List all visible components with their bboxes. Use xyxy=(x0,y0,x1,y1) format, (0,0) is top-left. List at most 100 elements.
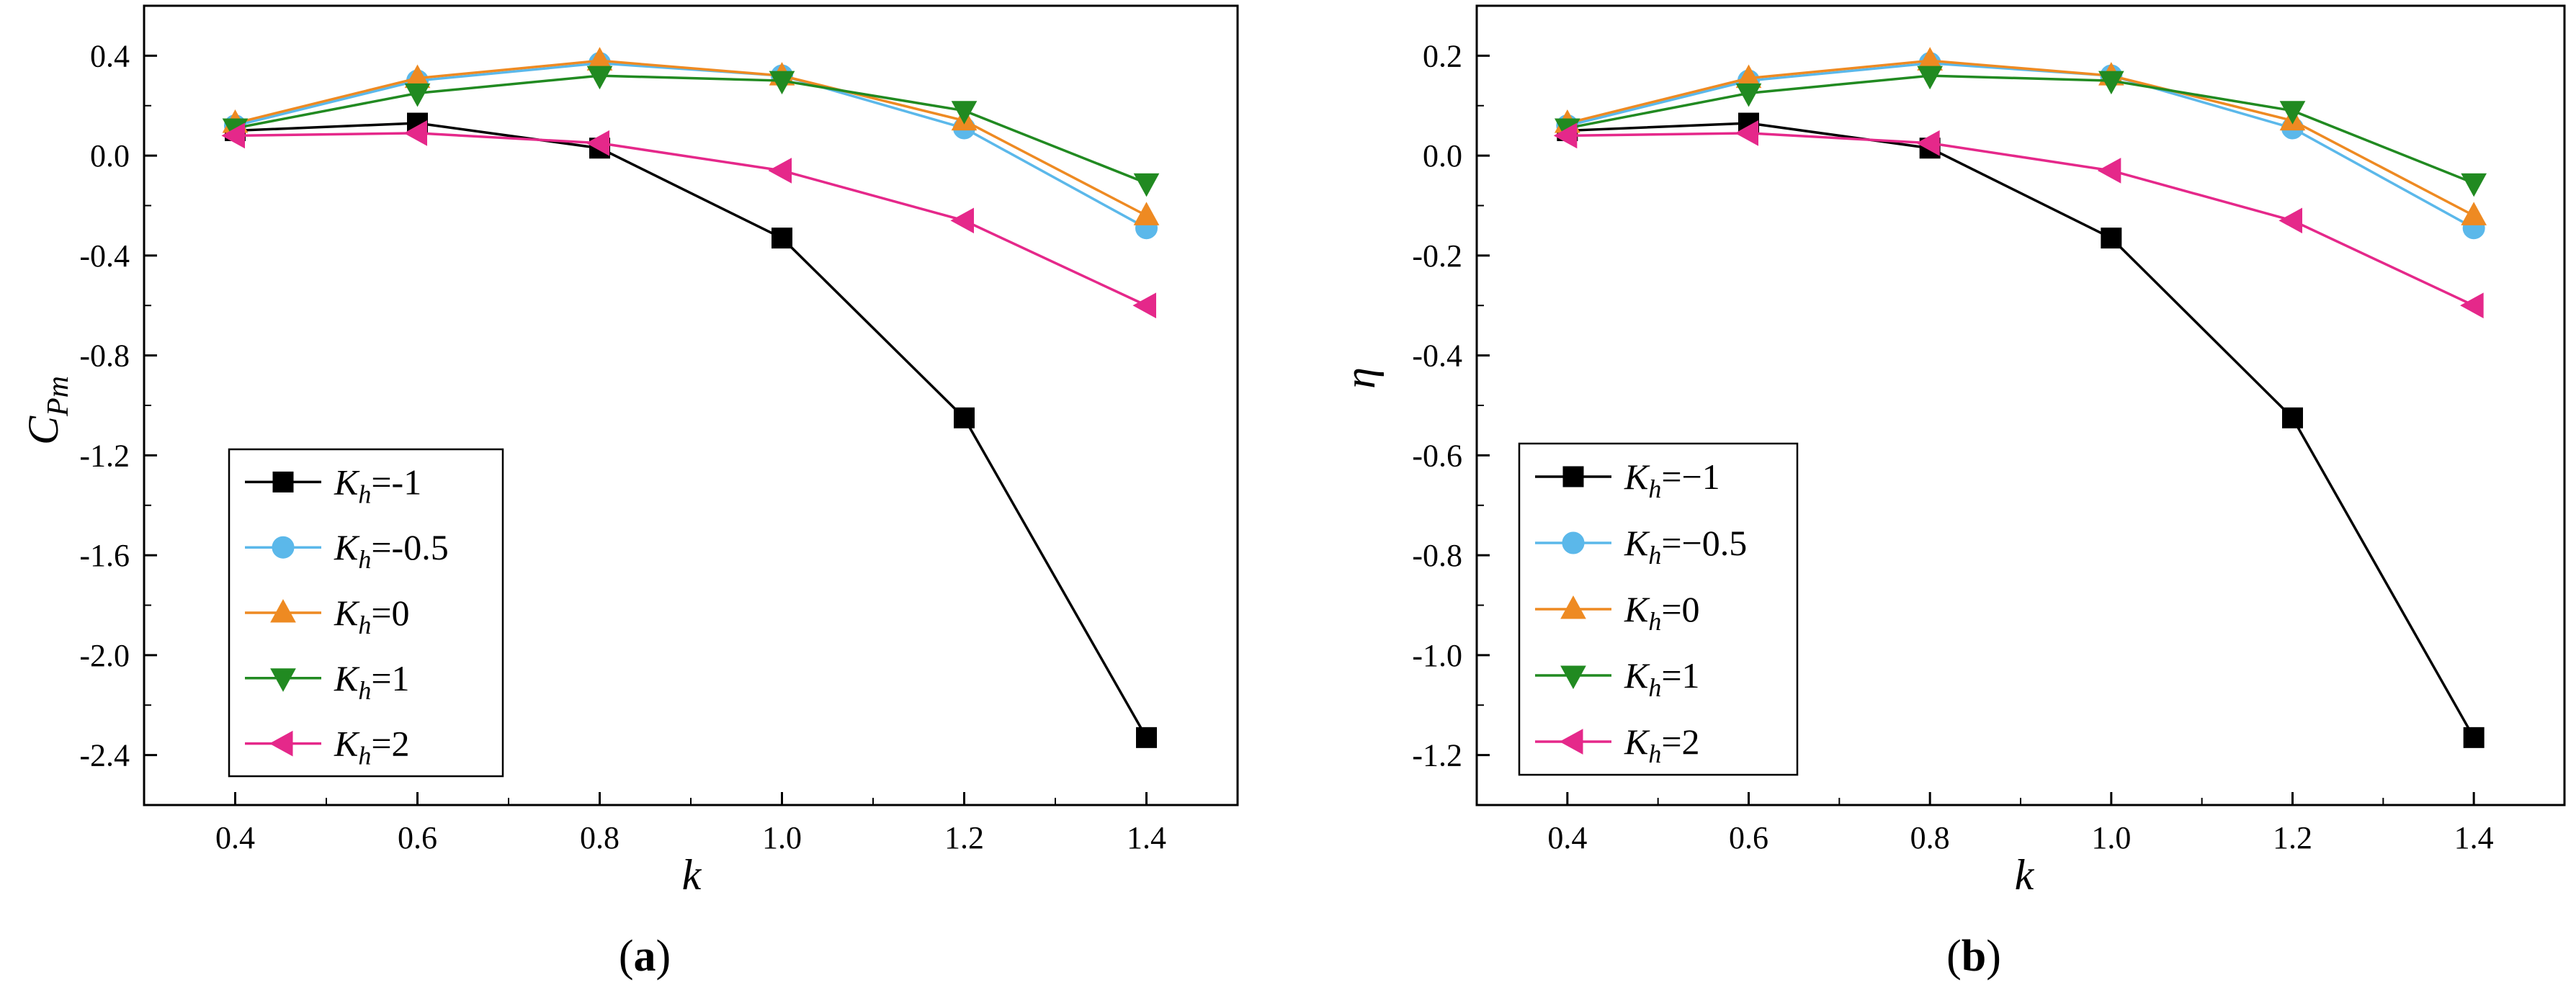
series-3 xyxy=(222,66,1160,197)
y-tick-label: 0.2 xyxy=(1423,38,1462,73)
y-tick-label: -0.8 xyxy=(1412,538,1462,573)
y-axis-label: CPm xyxy=(19,376,75,445)
legend-label: Kh=1 xyxy=(1624,655,1700,702)
series-line xyxy=(235,59,1148,217)
data-point xyxy=(951,101,978,125)
data-point xyxy=(1133,173,1160,197)
x-tick-label: 0.4 xyxy=(215,820,255,855)
series-line xyxy=(235,132,1148,307)
legend-marker xyxy=(1562,531,1585,554)
data-point xyxy=(772,228,792,249)
y-tick-label: -0.4 xyxy=(1412,338,1462,374)
data-point xyxy=(403,120,427,146)
y-tick-label: 0.0 xyxy=(1423,138,1462,174)
x-axis-label: k xyxy=(2015,851,2035,899)
legend-marker xyxy=(1560,665,1586,690)
series-line xyxy=(235,122,1148,739)
data-point xyxy=(2101,228,2122,249)
chart-panel-a: 0.4 0.6 0.8 1.0 1.2 1.4 0.4 0.0 -0.4 -0.8 -1.2 -1.6… xyxy=(19,4,1239,981)
data-point xyxy=(2460,292,2484,319)
legend-marker xyxy=(269,730,293,757)
x-tick-label: 0.8 xyxy=(580,820,620,855)
legend-item-1: Kh=−0.5 xyxy=(1535,523,1747,570)
y-tick-label: 0.0 xyxy=(90,138,130,174)
x-tick-label: 0.4 xyxy=(1547,820,1587,855)
series-line xyxy=(1567,122,2475,739)
data-point xyxy=(1917,66,1944,90)
data-point xyxy=(586,130,609,156)
series-line xyxy=(1567,132,2474,307)
data-point xyxy=(1735,120,1758,146)
data-point xyxy=(2279,101,2306,125)
legend-item-4: Kh=2 xyxy=(245,724,410,770)
x-tick-label: 0.6 xyxy=(398,820,437,855)
data-point xyxy=(2278,207,2302,234)
data-point xyxy=(2461,173,2487,197)
legend: Kh=−1 Kh=−0.5 Kh=0 Kh=1 Kh=2 xyxy=(1518,442,1799,776)
legend-item-2: Kh=0 xyxy=(245,593,410,639)
data-point xyxy=(950,207,974,234)
y-tick-label: -0.2 xyxy=(1412,238,1462,274)
y-tick-label: -1.6 xyxy=(79,538,130,573)
y-tick-label: -1.2 xyxy=(1412,738,1462,773)
y-tick-label: -0.4 xyxy=(79,238,130,274)
y-tick-label: -2.4 xyxy=(79,738,130,773)
legend-marker xyxy=(270,668,296,692)
series-3 xyxy=(1554,66,2487,197)
legend-marker xyxy=(1562,466,1584,487)
legend-label: Kh=0 xyxy=(1624,589,1700,636)
y-tick-label: -0.8 xyxy=(79,338,130,374)
series-1 xyxy=(1556,52,2485,240)
x-tick-label: 0.6 xyxy=(1729,820,1768,855)
series-4 xyxy=(221,120,1156,319)
x-tick-label: 1.0 xyxy=(762,820,802,855)
legend-item-0: Kh=-1 xyxy=(245,462,421,508)
legend-item-0: Kh=−1 xyxy=(1535,457,1720,503)
data-point xyxy=(586,66,613,90)
data-point xyxy=(769,71,795,95)
data-point xyxy=(2097,158,2121,184)
series-4 xyxy=(1553,120,2484,319)
legend-marker xyxy=(272,536,295,559)
data-point xyxy=(954,407,975,428)
panel-label: (a) xyxy=(619,932,671,981)
data-point xyxy=(1136,727,1157,748)
data-point xyxy=(2098,71,2124,95)
data-point xyxy=(2461,202,2487,225)
legend-item-3: Kh=1 xyxy=(1535,655,1700,702)
legend-label: Kh=−1 xyxy=(1624,457,1720,503)
y-axis-label: η xyxy=(1336,367,1384,389)
data-point xyxy=(221,122,245,149)
legend-label: Kh=1 xyxy=(334,658,410,705)
legend-label: Kh=-0.5 xyxy=(334,527,449,574)
legend-marker xyxy=(270,598,296,623)
chart-panel-b: 0.4 0.6 0.8 1.0 1.2 1.4 0.2 0.0 -0.2 -0.4 -0.6 -0.8… xyxy=(1336,4,2566,981)
legend-item-2: Kh=0 xyxy=(1535,589,1700,636)
legend-label: Kh=2 xyxy=(1624,721,1700,768)
panel-label: (b) xyxy=(1946,932,2001,981)
x-tick-label: 1.2 xyxy=(2273,820,2312,855)
data-point xyxy=(404,83,431,107)
x-axis-label: k xyxy=(682,851,702,899)
legend-item-1: Kh=-0.5 xyxy=(245,527,449,574)
legend-marker xyxy=(272,471,294,493)
legend-item-4: Kh=2 xyxy=(1535,721,1700,768)
data-point xyxy=(2463,727,2485,748)
legend-label: Kh=2 xyxy=(334,724,410,770)
series-line xyxy=(235,74,1148,184)
x-tick-label: 1.4 xyxy=(2454,820,2494,855)
series-1 xyxy=(224,52,1158,240)
data-point xyxy=(1916,130,1940,156)
series-line xyxy=(1567,74,2474,184)
y-tick-label: -2.0 xyxy=(79,638,130,673)
data-point xyxy=(1133,202,1160,225)
x-tick-label: 1.4 xyxy=(1127,820,1166,855)
legend-item-3: Kh=1 xyxy=(245,658,410,705)
legend-marker xyxy=(1559,729,1583,755)
legend-label: Kh=0 xyxy=(334,593,410,639)
data-point xyxy=(2282,407,2303,428)
data-point xyxy=(768,158,792,184)
y-tick-label: -1.0 xyxy=(1412,638,1462,673)
y-tick-label: -1.2 xyxy=(79,438,130,473)
